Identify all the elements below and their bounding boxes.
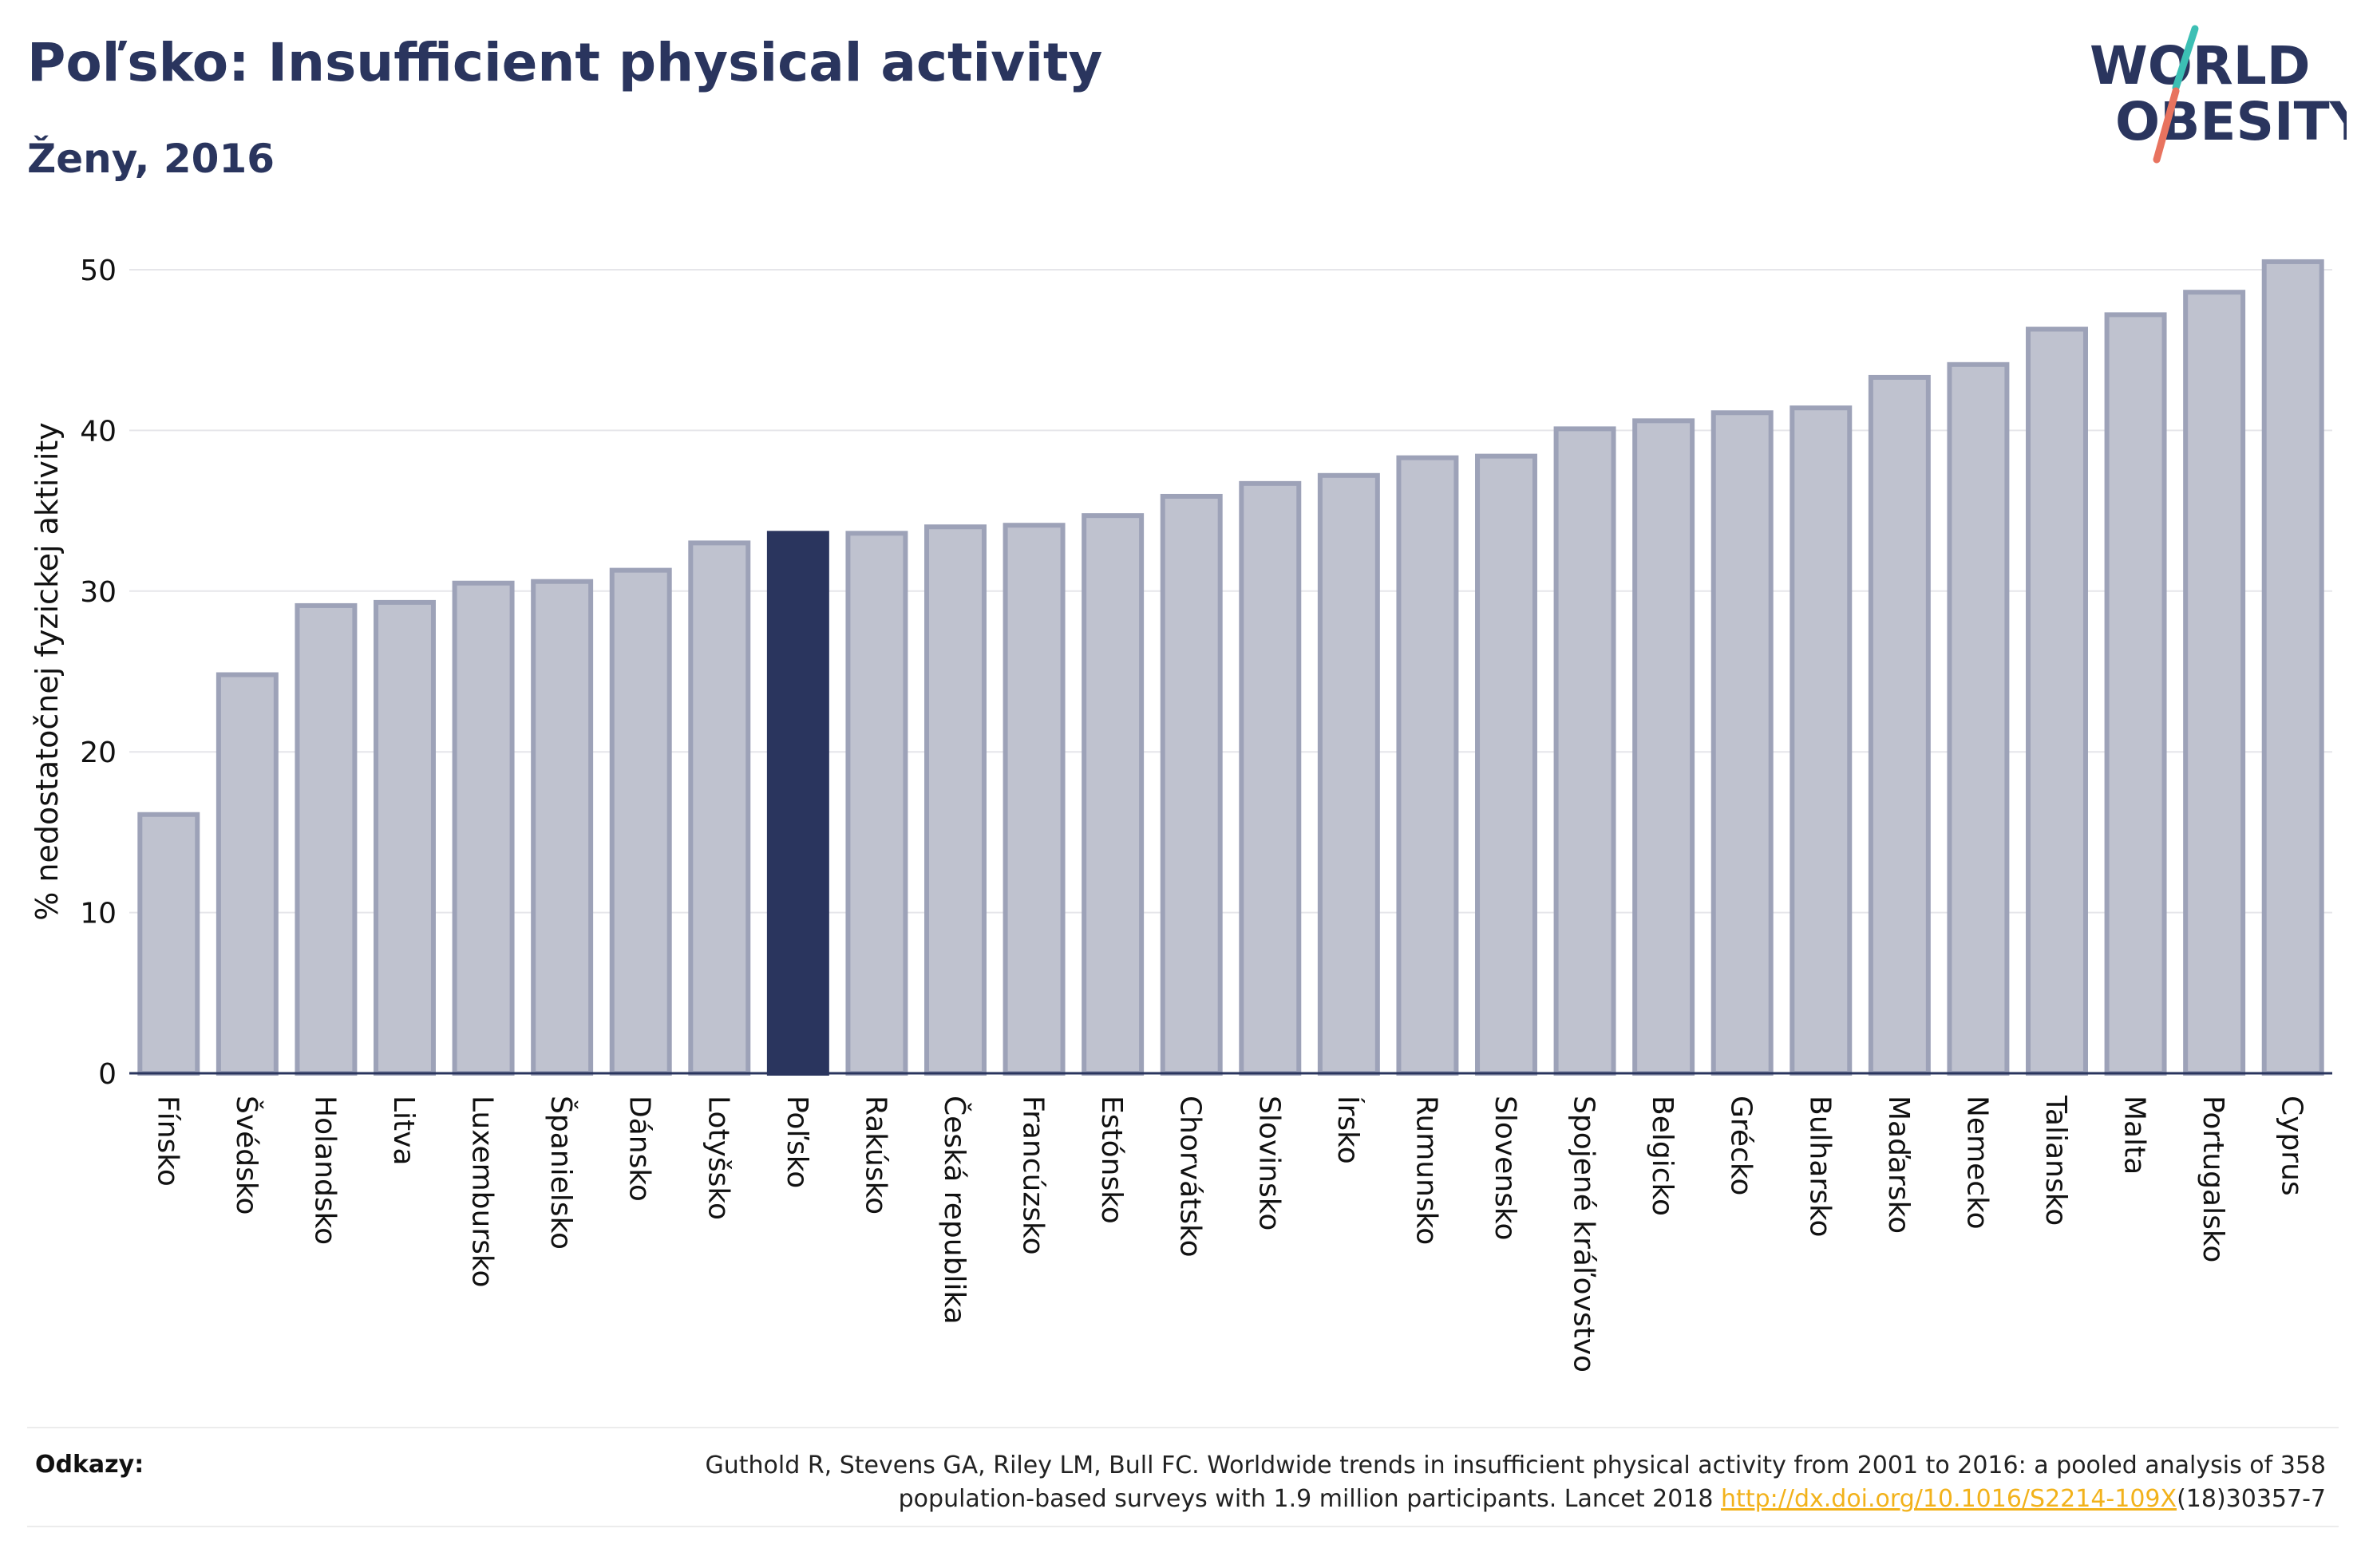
bar-5	[531, 579, 594, 1076]
y-tick-label-50: 50	[80, 255, 117, 287]
bar-0	[137, 812, 200, 1076]
x-tick-label-25: Malta	[2118, 1096, 2151, 1175]
x-tick-label-12: Estónsko	[1095, 1096, 1128, 1224]
x-tick-label-5: Španielsko	[544, 1096, 578, 1250]
logo-text-obesity: OBESITY	[2115, 91, 2347, 152]
bar-11	[1003, 523, 1066, 1076]
x-tick-label-6: Dánsko	[623, 1096, 656, 1202]
x-tick-label-20: Grécko	[1725, 1096, 1758, 1195]
x-tick-label-14: Slovinsko	[1252, 1096, 1285, 1230]
x-tick-label-17: Slovensko	[1489, 1096, 1521, 1241]
bar-6	[609, 567, 672, 1076]
x-tick-label-11: Francúzsko	[1017, 1096, 1050, 1255]
bar-14	[1239, 480, 1302, 1076]
x-tick-label-10: Česká republika	[938, 1096, 971, 1325]
bar-3	[374, 599, 436, 1076]
logo-text-world: WORLD	[2090, 35, 2311, 97]
x-tick-label-1: Švédsko	[230, 1096, 263, 1215]
x-tick-label-24: Taliansko	[2039, 1095, 2072, 1226]
footer-divider-top	[27, 1427, 2339, 1428]
references-label: Odkazy:	[35, 1451, 144, 1479]
x-tick-label-9: Rakúsko	[859, 1096, 892, 1215]
x-tick-label-19: Belgicko	[1646, 1096, 1679, 1216]
x-tick-label-8: Poľsko	[781, 1096, 813, 1188]
y-tick-label-10: 10	[80, 898, 117, 930]
world-obesity-logo: WORLD OBESITY	[2090, 25, 2347, 164]
bar-12	[1082, 513, 1145, 1076]
reference-line-2-end: (18)30357-7	[2177, 1485, 2326, 1513]
bar-22	[1868, 374, 1931, 1076]
x-tick-label-18: Spojené kráľovstvo	[1568, 1096, 1600, 1372]
chart-title: Poľsko: Insufficient physical activity	[27, 32, 1103, 93]
x-tick-label-3: Litva	[387, 1096, 420, 1166]
bar-25	[2104, 312, 2167, 1076]
bar-16	[1396, 455, 1459, 1076]
x-tick-label-26: Portugalsko	[2197, 1096, 2229, 1262]
bar-7	[688, 540, 751, 1076]
x-tick-label-22: Maďarsko	[1882, 1096, 1915, 1234]
x-tick-label-21: Bulharsko	[1803, 1096, 1836, 1238]
x-tick-label-2: Holandsko	[308, 1096, 341, 1245]
bar-4	[452, 580, 515, 1076]
bar-27	[2261, 259, 2324, 1076]
x-tick-label-23: Nemecko	[1960, 1096, 1993, 1230]
bar-15	[1317, 472, 1380, 1076]
bar-19	[1632, 418, 1695, 1076]
bar-13	[1160, 493, 1223, 1076]
bar-26	[2183, 290, 2246, 1076]
references-text: Guthold R, Stevens GA, Riley LM, Bull FC…	[490, 1449, 2326, 1516]
bar-18	[1553, 426, 1616, 1076]
y-tick-label-40: 40	[80, 415, 117, 448]
reference-doi-link[interactable]: http://dx.doi.org/10.1016/S2214-109X	[1721, 1485, 2177, 1513]
bar-23	[1947, 361, 2010, 1076]
chart-subtitle: Ženy, 2016	[27, 136, 275, 182]
y-axis-label: % nedostatočnej fyzickej aktivity	[30, 422, 65, 921]
logo-slash-coral	[2153, 87, 2180, 164]
bar-21	[1790, 405, 1853, 1076]
x-tick-label-15: Írsko	[1331, 1096, 1365, 1164]
bar-8	[766, 531, 829, 1076]
x-tick-label-0: Fínsko	[151, 1096, 184, 1187]
reference-line-1: Guthold R, Stevens GA, Riley LM, Bull FC…	[705, 1451, 2326, 1479]
x-tick-label-13: Chorvátsko	[1174, 1096, 1207, 1258]
reference-line-2: population-based surveys with 1.9 millio…	[898, 1485, 1722, 1513]
x-tick-label-4: Luxembursko	[466, 1096, 499, 1287]
logo-slash-teal	[2172, 25, 2199, 92]
y-tick-label-30: 30	[80, 576, 117, 609]
x-tick-label-27: Cyprus	[2276, 1096, 2308, 1196]
x-tick-label-7: Lotyšsko	[702, 1096, 734, 1220]
y-tick-label-0: 0	[98, 1058, 117, 1091]
bar-1	[216, 672, 279, 1076]
bar-9	[845, 531, 908, 1076]
y-tick-label-20: 20	[80, 737, 117, 769]
footer-divider-bottom	[27, 1526, 2339, 1527]
x-tick-label-16: Rumunsko	[1410, 1096, 1442, 1245]
bar-20	[1710, 410, 1774, 1076]
bar-24	[2026, 326, 2088, 1076]
bar-2	[295, 602, 358, 1076]
bar-10	[924, 524, 987, 1076]
bar-17	[1475, 453, 1537, 1076]
